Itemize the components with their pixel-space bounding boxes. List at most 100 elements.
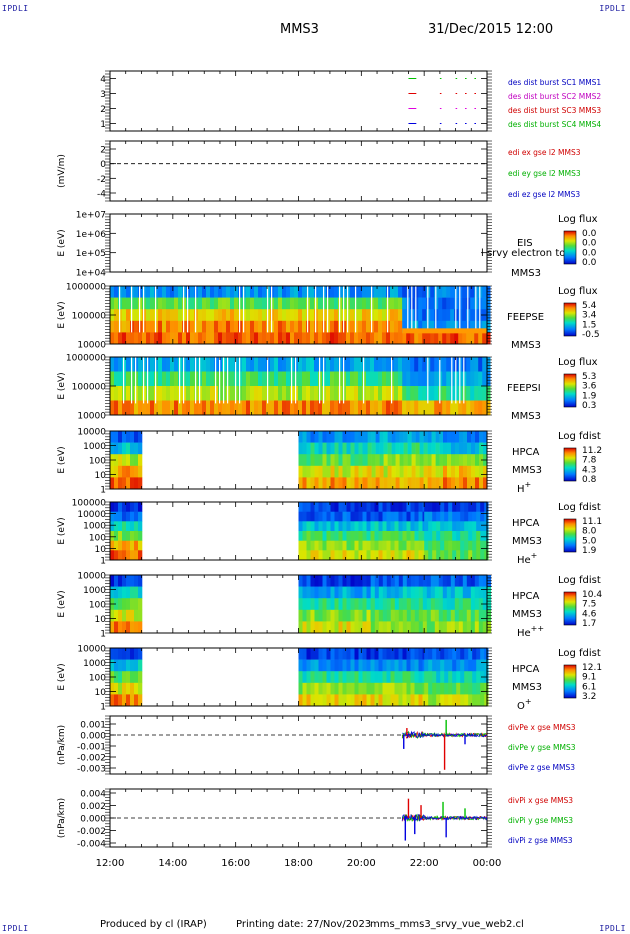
panel-feeps_i-cell [454, 400, 459, 416]
panel-feeps_e-cell [242, 332, 247, 345]
panel-hpca_o-cell [330, 694, 335, 707]
panel-hpca_he-cell [394, 550, 399, 561]
panel-feeps_e-cell [422, 332, 427, 345]
panel-feeps_i-cell [158, 386, 163, 401]
panel-feeps_e-cell [290, 332, 295, 345]
panel-hpca_o-cell [414, 694, 419, 707]
panel-hpca_hepp-cell [126, 609, 131, 622]
panel-feeps_e-cell [290, 297, 295, 310]
panel-hpca_h-cell [330, 477, 335, 490]
panel-hpca_h-cell [302, 465, 307, 478]
panel-feeps_i-cell [174, 357, 179, 372]
panel-feeps_i-cell [254, 371, 259, 387]
panel-hpca_he-colorbar-label: 8.0 [582, 527, 597, 537]
panel-hpca_o-cell [456, 682, 461, 695]
panel-feeps_i-cell [210, 357, 215, 372]
panel-feeps_e-cell [462, 309, 467, 322]
panel-hpca_he-cell [334, 502, 339, 512]
panel-hpca_he-cell [468, 511, 473, 522]
panel-hpca_hepp-cell [386, 598, 392, 611]
panel-hpca_o-cell [318, 659, 323, 672]
panel-hpca_h-colorbar-label: 11.2 [582, 446, 602, 456]
panel-feeps_i-gap [219, 357, 221, 404]
panel-feeps_i-cell [370, 400, 375, 416]
panel-hpca_he-cell [484, 511, 489, 522]
panel-feeps_i-cell [486, 400, 491, 416]
panel-hpca_o-cell [390, 671, 395, 684]
panel-feeps_i-cell [190, 357, 195, 372]
panel-hpca_he-cell [370, 531, 375, 541]
panel-hpca_he-cell [436, 521, 441, 532]
panel-feeps_e-cell [450, 332, 455, 345]
panel-hpca_he-cell [122, 502, 127, 512]
panel-hpca_he-cell [310, 511, 315, 522]
panel-feeps_i-colorbar-title: Log flux [558, 357, 598, 368]
panel-hpca_hepp-cell [138, 598, 143, 611]
panel-feeps_i-gap [295, 357, 297, 404]
panel-hpca_he-cell [406, 511, 411, 522]
panel-hpca_h-cell [399, 477, 404, 490]
panel-feeps_e-cell [294, 320, 299, 333]
panel-feeps_e-cell [274, 309, 279, 322]
corner-mark-top-right: IPDLI [599, 4, 626, 13]
panel-feeps_i-cell [394, 386, 399, 401]
panel-feeps_e-cell [222, 286, 227, 298]
panel-hpca_hepp-cell [410, 586, 416, 599]
panel-feeps_e-cell [238, 332, 243, 345]
panel-hpca_hepp-colorbar-label: 1.7 [582, 619, 596, 629]
panel-feeps_e-cell [394, 320, 399, 333]
panel-edi-ytick-label: 2 [100, 146, 106, 156]
panel-feeps_e-gap [339, 286, 341, 333]
panel-hpca_o-cell [362, 659, 367, 672]
panel-hpca_hepp-cell [446, 609, 452, 622]
panel-feeps_e-cell [398, 332, 403, 345]
panel-hpca_he-cell [338, 531, 343, 541]
panel-hpca_hepp-cell [322, 598, 327, 611]
panel-hpca_he-cell [456, 550, 461, 561]
panel-hpca_hepp-cell [434, 609, 440, 622]
panel-feeps_e-cell [294, 309, 299, 322]
panel-feeps_e-cell [126, 309, 131, 322]
panel-hpca_h-cell [362, 465, 367, 478]
panel-feeps_e-cell [430, 320, 435, 333]
panel-hpca_he-cell [398, 531, 403, 541]
panel-hpca_h-cell [395, 442, 400, 455]
panel-hpca_o-cell [418, 671, 423, 684]
panel-hpca_o-cell [382, 659, 387, 672]
panel-hpca_hepp-cell [426, 609, 432, 622]
panel-feeps_i-cell [262, 400, 267, 416]
panel-hpca_h-cell [138, 477, 143, 490]
panel-hpca_o-cell [440, 682, 445, 695]
panel-feeps_e-cell [178, 286, 183, 298]
panel-feeps_e-cell [174, 320, 179, 333]
panel-feeps_e-cell [446, 320, 451, 333]
panel-feeps_i-ytick-label: 1000000 [66, 354, 106, 364]
panel-hpca_h-cell [334, 442, 339, 455]
panel-feeps_e-cell [278, 297, 283, 310]
panel-hpca_o-cell [130, 648, 135, 660]
panel-feeps_i-cell [218, 400, 223, 416]
panel-hpca_o-cell [374, 671, 379, 684]
panel-feeps_i-cell [126, 357, 131, 372]
panel-hpca_he-cell [386, 502, 391, 512]
panel-hpca_he-cell [484, 531, 489, 541]
panel-hpca_he-cell [452, 540, 457, 551]
panel-hpca_hepp-cell [322, 609, 327, 622]
panel-feeps_i-cell [334, 357, 339, 372]
panel-hpca_o-cell [318, 682, 323, 695]
panel-hpca_he-cell [318, 511, 323, 522]
panel-hpca_he-cell [460, 540, 465, 551]
panel-feeps_e-cell [298, 320, 303, 333]
panel-feeps_i-cell [142, 400, 147, 416]
panel-hpca_hepp-cell [370, 609, 376, 622]
panel-hpca_o-cell [428, 682, 433, 695]
panel-feeps_i-cell [418, 371, 423, 387]
panel-hpca_h-cell [403, 477, 408, 490]
panel-hpca_o-cell [480, 648, 485, 660]
panel-feeps_i-cell [190, 371, 195, 387]
panel-feeps_i-cell [302, 371, 307, 387]
panel-hpca_he-cell [346, 540, 351, 551]
panel-hpca_o-cell [386, 659, 391, 672]
panel-hpca_he-cell [444, 521, 449, 532]
panel-hpca_he-cell [374, 540, 379, 551]
